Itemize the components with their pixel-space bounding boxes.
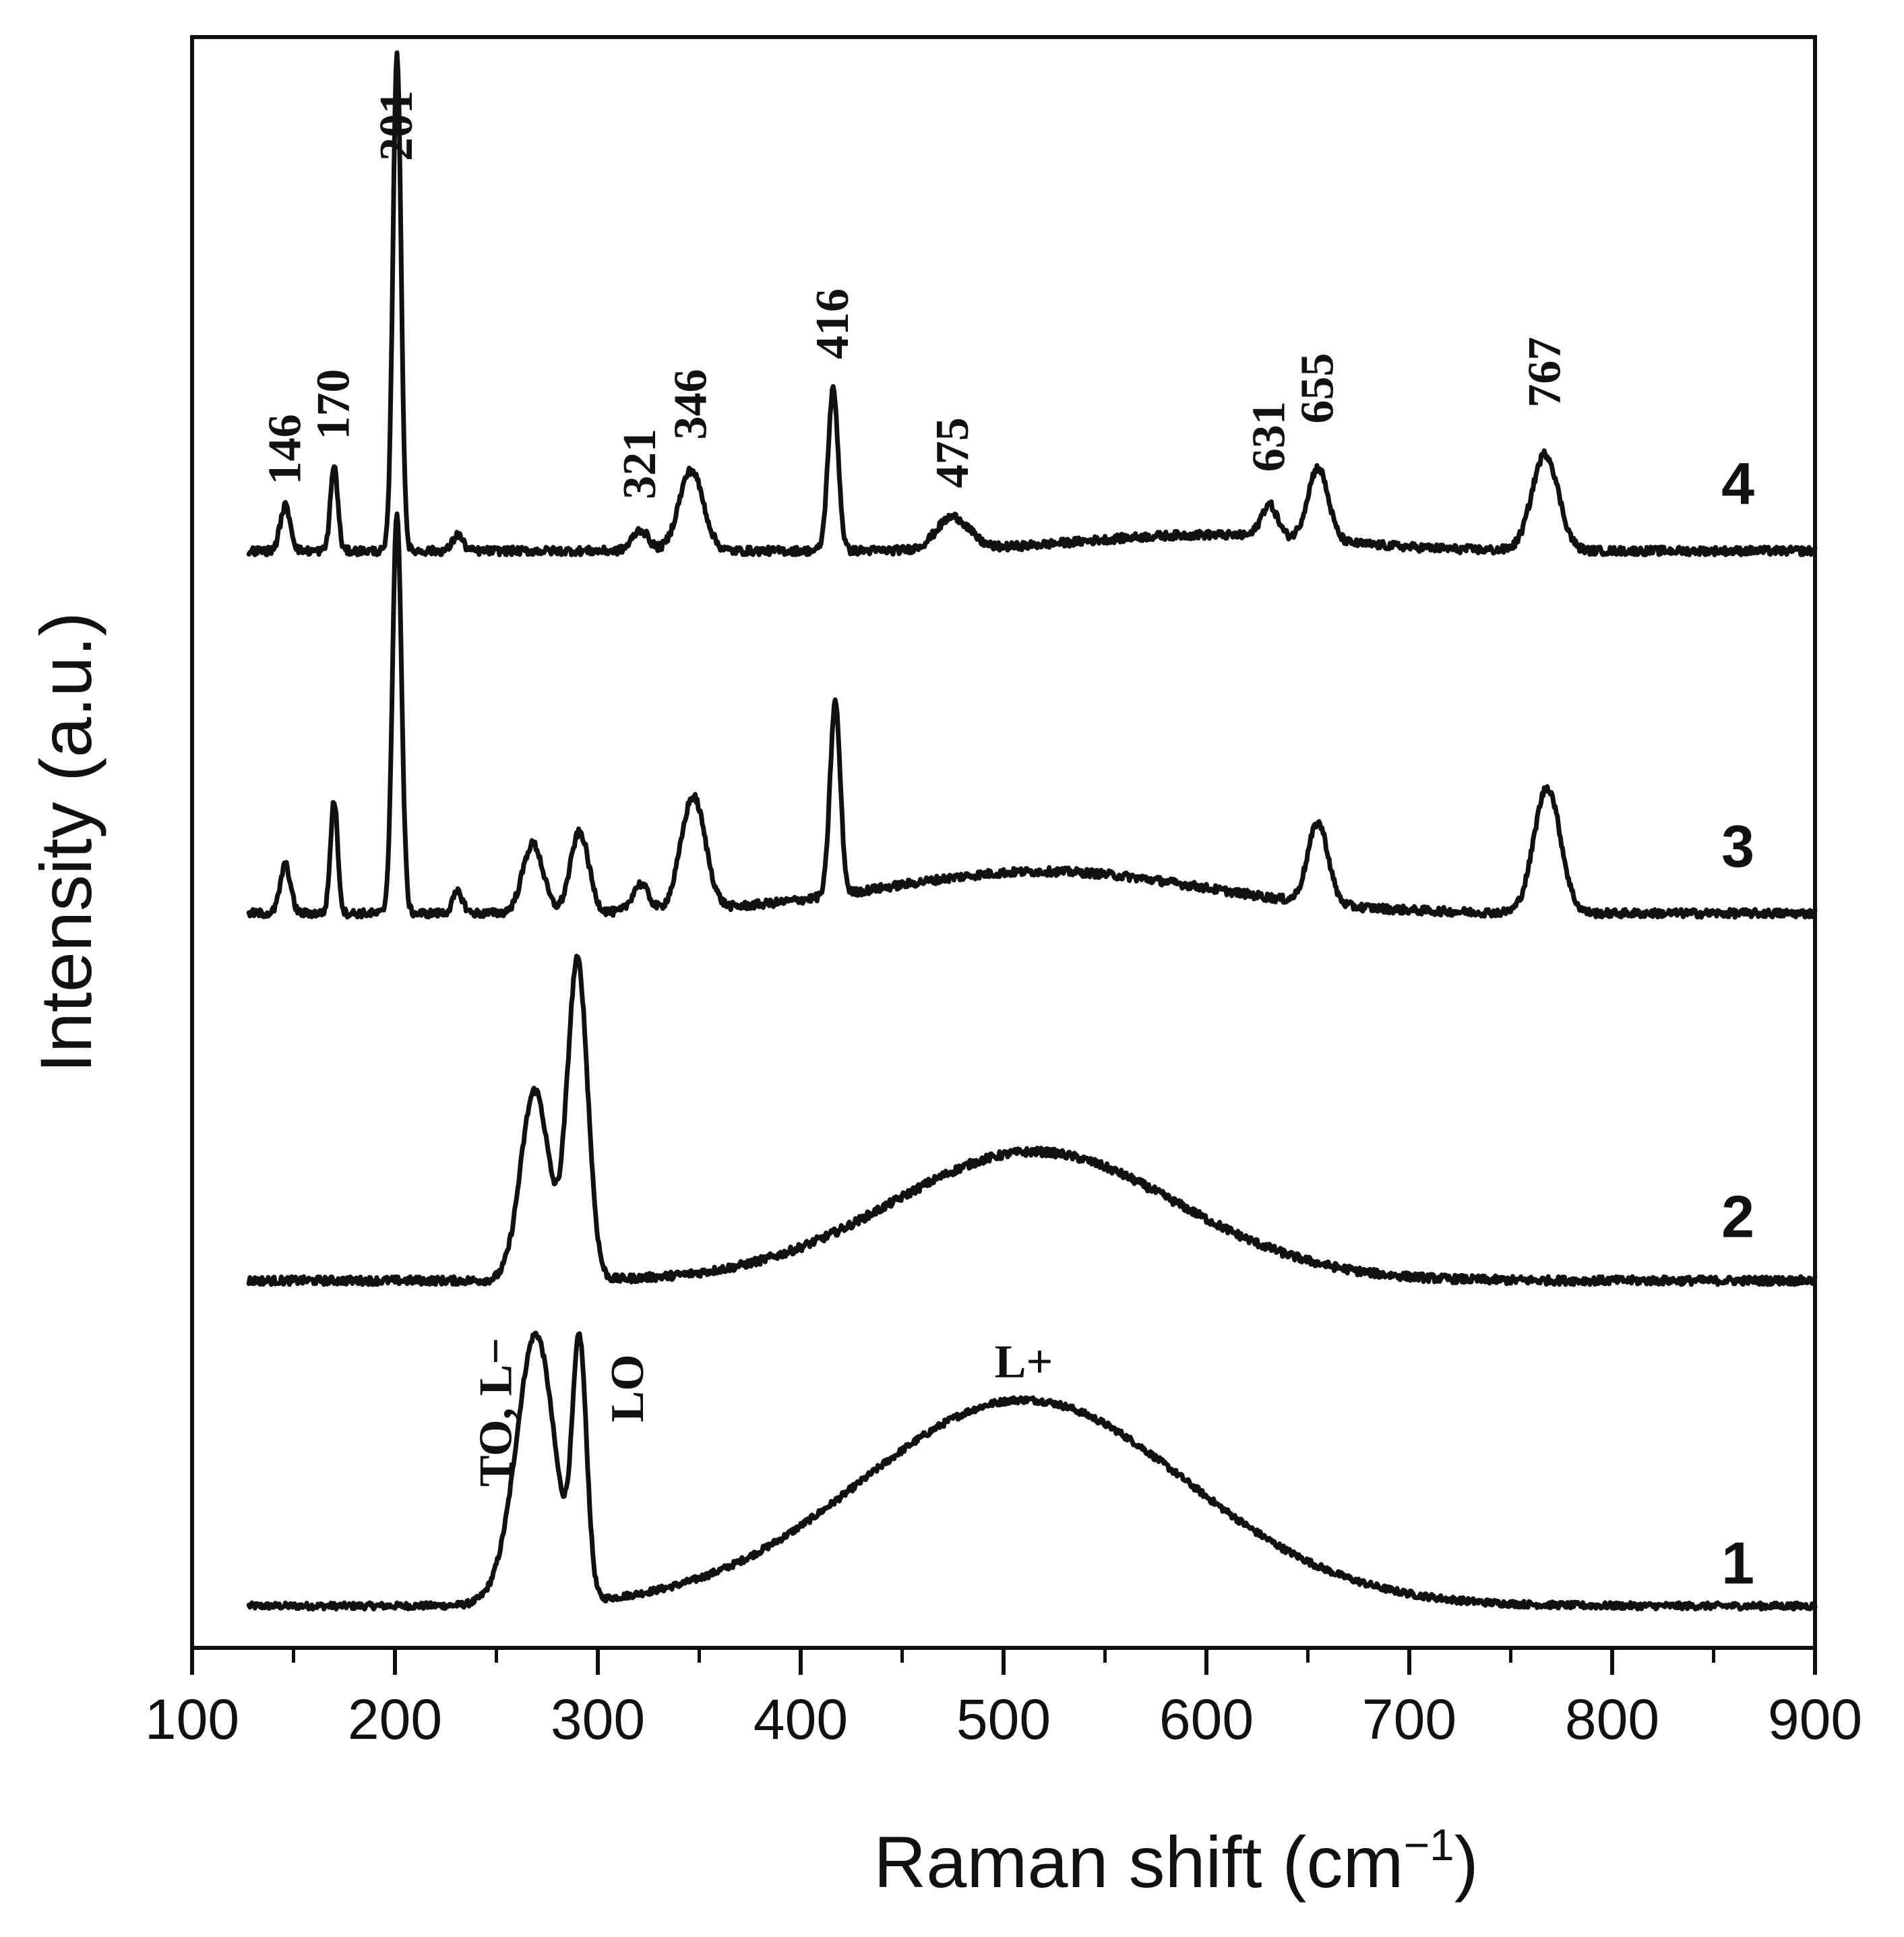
x-tick-label: 100 — [145, 1688, 239, 1751]
spectrum-trace-4 — [246, 50, 1818, 557]
x-tick-label: 900 — [1768, 1688, 1862, 1751]
series-number-label: 2 — [1721, 1183, 1754, 1250]
x-axis-title-main: Raman shift (cm — [873, 1821, 1403, 1903]
mode-label: TO, L− — [470, 1338, 522, 1487]
peak-label: 655 — [1292, 353, 1344, 424]
peak-label: 201 — [371, 90, 423, 161]
x-tick-label: 400 — [754, 1688, 848, 1751]
series-number-label: 4 — [1721, 450, 1754, 517]
x-tick-label: 700 — [1362, 1688, 1456, 1751]
peak-label: 416 — [807, 288, 859, 359]
spectrum-trace-1 — [246, 1330, 1818, 1612]
x-tick-label: 300 — [551, 1688, 645, 1751]
mode-label: LO — [602, 1354, 654, 1422]
spectrum-trace-2 — [246, 954, 1818, 1287]
peak-label: 631 — [1243, 401, 1295, 472]
x-axis-title: Raman shift (cm−1) — [873, 1820, 1478, 1903]
peak-label: 346 — [665, 369, 717, 440]
x-tick-label: 800 — [1565, 1688, 1659, 1751]
peak-label: 767 — [1519, 337, 1571, 408]
y-axis-title: Intensity (a.u.) — [25, 612, 106, 1073]
x-tick-label: 200 — [348, 1688, 442, 1751]
peak-label: 475 — [927, 417, 979, 488]
peak-label: 146 — [259, 414, 311, 485]
series-number-label: 3 — [1721, 813, 1754, 880]
x-tick-label: 500 — [956, 1688, 1051, 1751]
x-axis-title-close: ) — [1454, 1821, 1479, 1903]
peak-label: 321 — [614, 429, 666, 499]
mode-label: L+ — [995, 1336, 1053, 1388]
x-axis-ticks: 100 200 300 400 500 600 700 800 900 — [145, 1648, 1862, 1751]
spectra-traces — [246, 50, 1818, 1612]
series-number-label: 1 — [1721, 1529, 1754, 1596]
x-axis-title-superscript: −1 — [1403, 1820, 1454, 1870]
x-tick-label: 600 — [1159, 1688, 1254, 1751]
spectrum-trace-3 — [246, 511, 1818, 920]
peak-label: 170 — [308, 369, 360, 440]
